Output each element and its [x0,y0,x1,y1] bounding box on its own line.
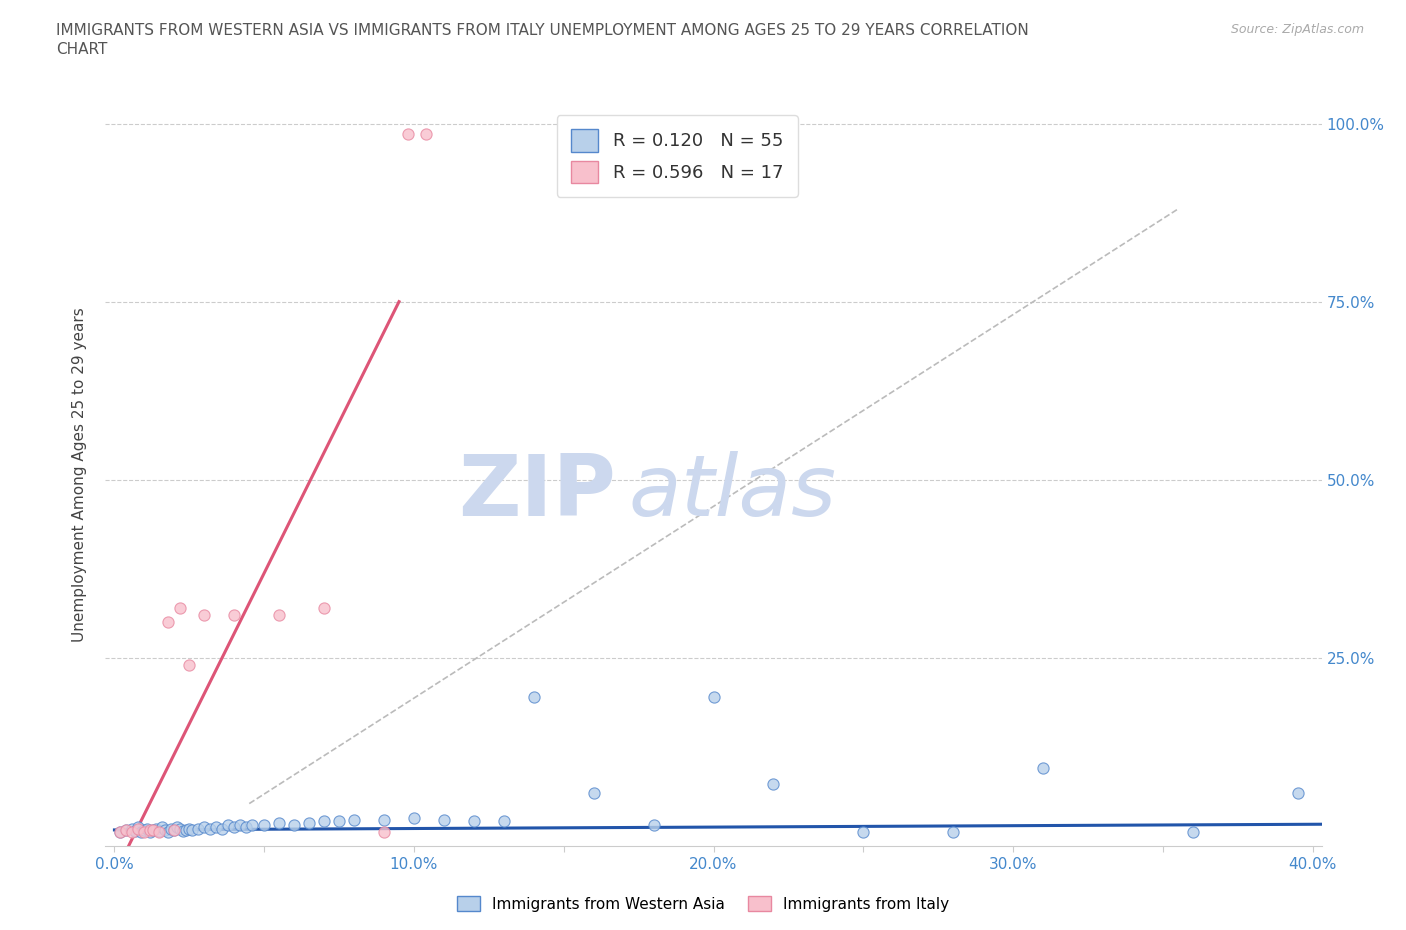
Point [142,822,165,837]
Text: CHART: CHART [56,42,108,57]
Point [157,825,180,840]
Point [762,777,785,791]
Point [166,819,188,834]
Point [269,816,291,830]
Point [253,817,276,832]
Point [187,821,209,836]
Point [240,817,263,832]
Point [172,824,194,839]
Point [193,607,215,622]
Point [402,810,425,825]
Point [702,689,725,704]
Point [139,822,162,837]
Point [169,601,191,616]
Point [127,821,149,836]
Text: IMMIGRANTS FROM WESTERN ASIA VS IMMIGRANTS FROM ITALY UNEMPLOYMENT AMONG AGES 25: IMMIGRANTS FROM WESTERN ASIA VS IMMIGRAN… [56,23,1029,38]
Point [134,825,156,840]
Point [176,822,198,837]
Point [373,813,395,828]
Point [139,825,162,840]
Point [155,822,177,837]
Point [373,825,395,840]
Point [142,822,165,837]
Point [523,689,546,704]
Point [415,126,437,141]
Point [314,601,336,616]
Legend: Immigrants from Western Asia, Immigrants from Italy: Immigrants from Western Asia, Immigrants… [451,889,955,918]
Point [181,822,204,837]
Point [121,821,143,836]
Point [124,824,146,839]
Point [1286,786,1309,801]
Point [110,825,132,840]
Point [115,822,138,837]
Text: Source: ZipAtlas.com: Source: ZipAtlas.com [1230,23,1364,36]
Point [314,814,336,829]
Point [643,817,665,832]
Point [131,825,153,840]
Point [224,607,246,622]
Point [852,825,875,840]
Point [148,825,170,840]
Point [193,819,215,834]
Point [582,786,605,801]
Point [298,816,321,830]
Point [328,814,350,829]
Point [179,821,201,836]
Point [1032,761,1054,776]
Point [163,822,186,837]
Point [200,821,222,836]
Point [1181,825,1204,840]
Point [283,817,305,832]
Point [224,819,246,834]
Text: ZIP: ZIP [458,451,616,535]
Point [433,813,456,828]
Point [229,817,252,832]
Point [145,821,167,836]
Legend: R = 0.120   N = 55, R = 0.596   N = 17: R = 0.120 N = 55, R = 0.596 N = 17 [557,115,797,197]
Point [115,822,138,837]
Point [150,819,173,834]
Point [136,821,159,836]
Point [179,658,201,672]
Point [160,821,183,836]
Point [157,615,180,630]
Point [127,819,149,834]
Point [492,814,515,829]
Point [343,813,366,828]
Point [269,607,291,622]
Point [110,825,132,840]
Point [217,817,239,832]
Y-axis label: Unemployment Among Ages 25 to 29 years: Unemployment Among Ages 25 to 29 years [72,307,87,642]
Text: atlas: atlas [628,451,837,535]
Point [121,825,143,840]
Point [163,822,186,837]
Point [169,821,191,836]
Point [148,824,170,839]
Point [211,821,233,836]
Point [205,819,228,834]
Point [942,825,965,840]
Point [235,819,257,834]
Point [396,126,419,141]
Point [463,814,485,829]
Point [134,822,156,837]
